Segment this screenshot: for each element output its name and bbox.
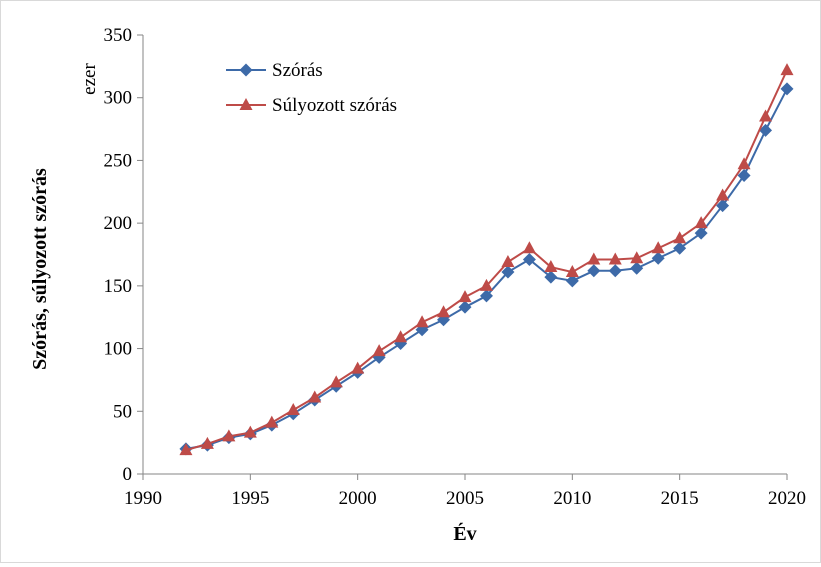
data-point <box>415 315 429 328</box>
data-point <box>522 253 536 267</box>
data-point <box>286 403 300 416</box>
data-point <box>673 241 687 255</box>
data-point <box>501 265 515 279</box>
series-szoras <box>179 82 794 456</box>
y-axis-title: Szórás, súlyozott szórás <box>29 168 51 370</box>
axis-ticks: 0 50 100 150 200 250 300 350 1990 1995 2000 2005 201… <box>104 25 807 509</box>
data-point <box>587 252 601 265</box>
x-tick-label: 2010 <box>553 488 591 509</box>
data-point <box>716 188 730 201</box>
data-point <box>308 390 322 403</box>
y-tick-label: 250 <box>104 150 133 171</box>
data-point <box>458 300 472 314</box>
data-point <box>479 289 493 303</box>
data-point <box>544 260 558 273</box>
y-tick-label: 150 <box>104 276 133 297</box>
series-line <box>185 69 788 452</box>
data-point <box>437 305 451 318</box>
data-point <box>716 199 730 213</box>
data-point <box>200 436 214 449</box>
data-point <box>651 251 665 265</box>
data-point <box>587 264 601 278</box>
x-tick-label: 2015 <box>661 488 699 509</box>
x-axis-title: Év <box>453 522 476 545</box>
data-point <box>780 63 794 76</box>
data-point <box>565 265 579 278</box>
y-tick-label: 100 <box>104 339 133 360</box>
data-point <box>630 261 644 275</box>
series-sulyozott-szoras <box>179 63 794 456</box>
data-point <box>522 241 536 254</box>
data-point <box>372 344 386 357</box>
y-tick-label: 0 <box>123 464 133 485</box>
y-tick-label: 300 <box>104 88 133 109</box>
data-point <box>630 251 644 264</box>
y-tick-label: 350 <box>104 25 133 46</box>
data-point <box>179 443 193 456</box>
legend-item: Szórás <box>226 60 323 81</box>
data-point <box>608 252 622 265</box>
data-point <box>759 109 773 122</box>
data-point <box>501 255 515 268</box>
data-point <box>265 415 279 428</box>
data-point <box>737 168 751 182</box>
data-point <box>458 290 472 303</box>
y-tick-label: 200 <box>104 213 133 234</box>
legend-label: Szórás <box>272 60 323 81</box>
x-tick-label: 1995 <box>231 488 269 509</box>
data-point <box>759 123 773 137</box>
data-point <box>673 231 687 244</box>
x-tick-label: 1990 <box>124 488 162 509</box>
data-point <box>694 226 708 240</box>
data-point <box>329 375 343 388</box>
legend: Szórás Súlyozott szórás <box>226 60 397 116</box>
axes <box>142 35 787 475</box>
data-point <box>544 270 558 284</box>
x-tick-label: 2005 <box>446 488 484 509</box>
legend-label: Súlyozott szórás <box>272 95 397 116</box>
legend-marker <box>239 98 253 110</box>
data-point <box>651 241 665 254</box>
data-point <box>222 429 236 442</box>
data-point <box>780 82 794 96</box>
y-tick-label: 50 <box>113 401 132 422</box>
data-point <box>394 330 408 343</box>
y-unit-label: ezer <box>79 63 100 95</box>
legend-item: Súlyozott szórás <box>226 95 397 116</box>
series-layer <box>179 63 794 456</box>
x-tick-label: 2020 <box>768 488 806 509</box>
x-tick-label: 2000 <box>339 488 377 509</box>
data-point <box>694 216 708 229</box>
data-point <box>608 264 622 278</box>
data-point <box>479 278 493 291</box>
data-point <box>565 274 579 288</box>
legend-marker <box>239 63 253 77</box>
data-point <box>351 361 365 374</box>
series-line <box>185 88 788 450</box>
data-point <box>243 425 257 438</box>
data-point <box>737 157 751 170</box>
